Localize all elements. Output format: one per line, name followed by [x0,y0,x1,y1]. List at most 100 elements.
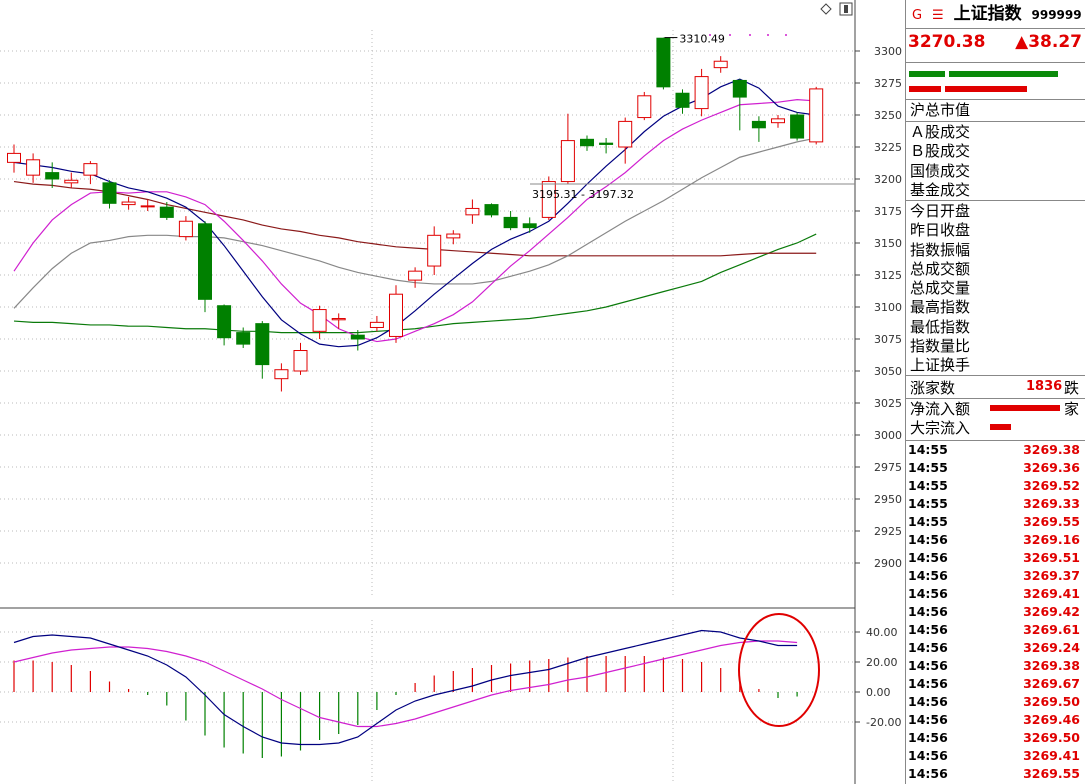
ma-line-dark [13,78,817,348]
candle-body [732,79,747,98]
fund-flow-labels: 净流入额 大宗流入 [910,400,970,438]
kline-chart-svg[interactable]: 3300 3275 3250 3225 3200 3175 3150 3125 3100 3075… [0,0,905,784]
quote-side-panel: G ☰ 上证指数 999999 3270.38 ▲38.27 沪总市值 Ａ股成交… [905,0,1085,784]
price-row: 3270.38 ▲38.27 [906,32,1085,54]
candle-body [580,138,594,147]
tick-price: 3269.38 [1023,442,1080,457]
ma-line-pink [13,99,817,343]
tick-time: 14:56 [908,550,948,565]
macd-tick-label: 0.00 [866,686,891,699]
macd-dif-line [13,629,798,746]
candle-body [293,350,308,372]
tick-time: 14:56 [908,586,948,601]
price-tick-label: 3250 [874,109,902,122]
candle-body [45,172,60,180]
tick-time: 14:56 [908,640,948,655]
buy-sell-bar-green-left [909,71,945,77]
price-tick-label: 3000 [874,429,902,442]
stat-label: 上证换手 [910,356,971,375]
candle-body [7,152,21,163]
menu-icon[interactable]: ☰ [932,8,944,23]
buy-sell-bar-red-right [945,86,1027,92]
divider [906,375,1085,376]
block-inflow-label: 大宗流入 [910,419,971,437]
candle-body [446,233,461,239]
tick-row: 14:56 3269.46 [906,712,1085,730]
tick-price: 3269.16 [1023,532,1080,547]
signal-dot [729,34,731,36]
tick-time: 14:55 [908,496,948,511]
divider [906,440,1085,441]
advance-label: 涨家数 [910,379,956,397]
tick-price: 3269.41 [1023,586,1080,601]
candle-body [751,120,766,129]
ma-line-green [13,233,817,334]
candle-body [541,181,556,218]
tick-row: 14:56 3269.41 [906,748,1085,766]
macd-tick-label: -20.00 [866,716,901,729]
tick-row: 14:56 3269.41 [906,586,1085,604]
tick-time: 14:56 [908,712,948,727]
tick-row: 14:55 3269.33 [906,496,1085,514]
candle-body [369,321,384,328]
candle-body [484,204,499,216]
buy-sell-bar-green-right [949,71,1058,77]
price-tick-label: 3275 [874,77,902,90]
macd-tick-label: 20.00 [866,656,898,669]
tick-price: 3269.61 [1023,622,1080,637]
price-tick-label: 2950 [874,493,902,506]
tick-price: 3269.50 [1023,730,1080,745]
g-tag[interactable]: G [912,8,923,23]
tick-price: 3269.55 [1023,766,1080,781]
candle-body [312,309,327,332]
net-inflow-label: 净流入额 [910,400,971,418]
signal-dot [767,34,769,36]
stat-label: 沪总市值 [910,101,971,119]
price-tick-label: 3050 [874,365,902,378]
candle-body [656,37,671,88]
price-tick-label: 3175 [874,205,902,218]
tick-row: 14:56 3269.42 [906,604,1085,622]
tick-price: 3269.67 [1023,676,1080,691]
candle-body [408,270,423,281]
candle-body [159,206,174,218]
tick-time: 14:55 [908,460,948,475]
tick-row: 14:56 3269.55 [906,766,1085,784]
candle-body [637,95,652,119]
advance-decline-row: 涨家数 1836 跌家 [910,377,1085,418]
candle-body [465,207,480,216]
tick-time: 14:56 [908,604,948,619]
tick-time: 14:55 [908,514,948,529]
stat-label: 指数振幅 [910,240,971,259]
divider [906,62,1085,63]
price-tick-label: 3125 [874,269,902,282]
candle-body [790,114,805,139]
divider [906,99,1085,100]
tick-price: 3269.42 [1023,604,1080,619]
signal-dot [709,34,711,36]
highlight-ellipse [738,613,820,727]
tick-row: 14:56 3269.50 [906,694,1085,712]
kline-chart-area[interactable]: 3300 3275 3250 3225 3200 3175 3150 3125 3100 3075… [0,0,905,784]
candle-body [771,118,785,124]
candle-body [26,159,41,176]
tick-price: 3269.38 [1023,658,1080,673]
tick-time: 14:56 [908,676,948,691]
tick-row: 14:56 3269.16 [906,532,1085,550]
tick-time: 14:56 [908,748,948,763]
diamond-icon [820,3,832,15]
block-inflow-bar [990,424,1011,430]
price-change: ▲38.27 [1015,32,1082,52]
price-tick-label: 3300 [874,45,902,58]
stat-label: 总成交量 [910,279,971,298]
index-name: 上证指数 [953,4,1022,24]
price-tick-label: 3100 [874,301,902,314]
tick-list[interactable]: 14:55 3269.38 14:55 3269.36 14:55 3269.52 14:5… [906,442,1085,784]
candle-body [713,60,728,69]
candle-body [64,179,79,184]
price-tick-label: 2975 [874,461,902,474]
stat-label: Ｂ股成交 [910,142,971,161]
tick-row: 14:55 3269.38 [906,442,1085,460]
macd-dea-line [13,640,798,728]
candle-body [83,163,98,176]
